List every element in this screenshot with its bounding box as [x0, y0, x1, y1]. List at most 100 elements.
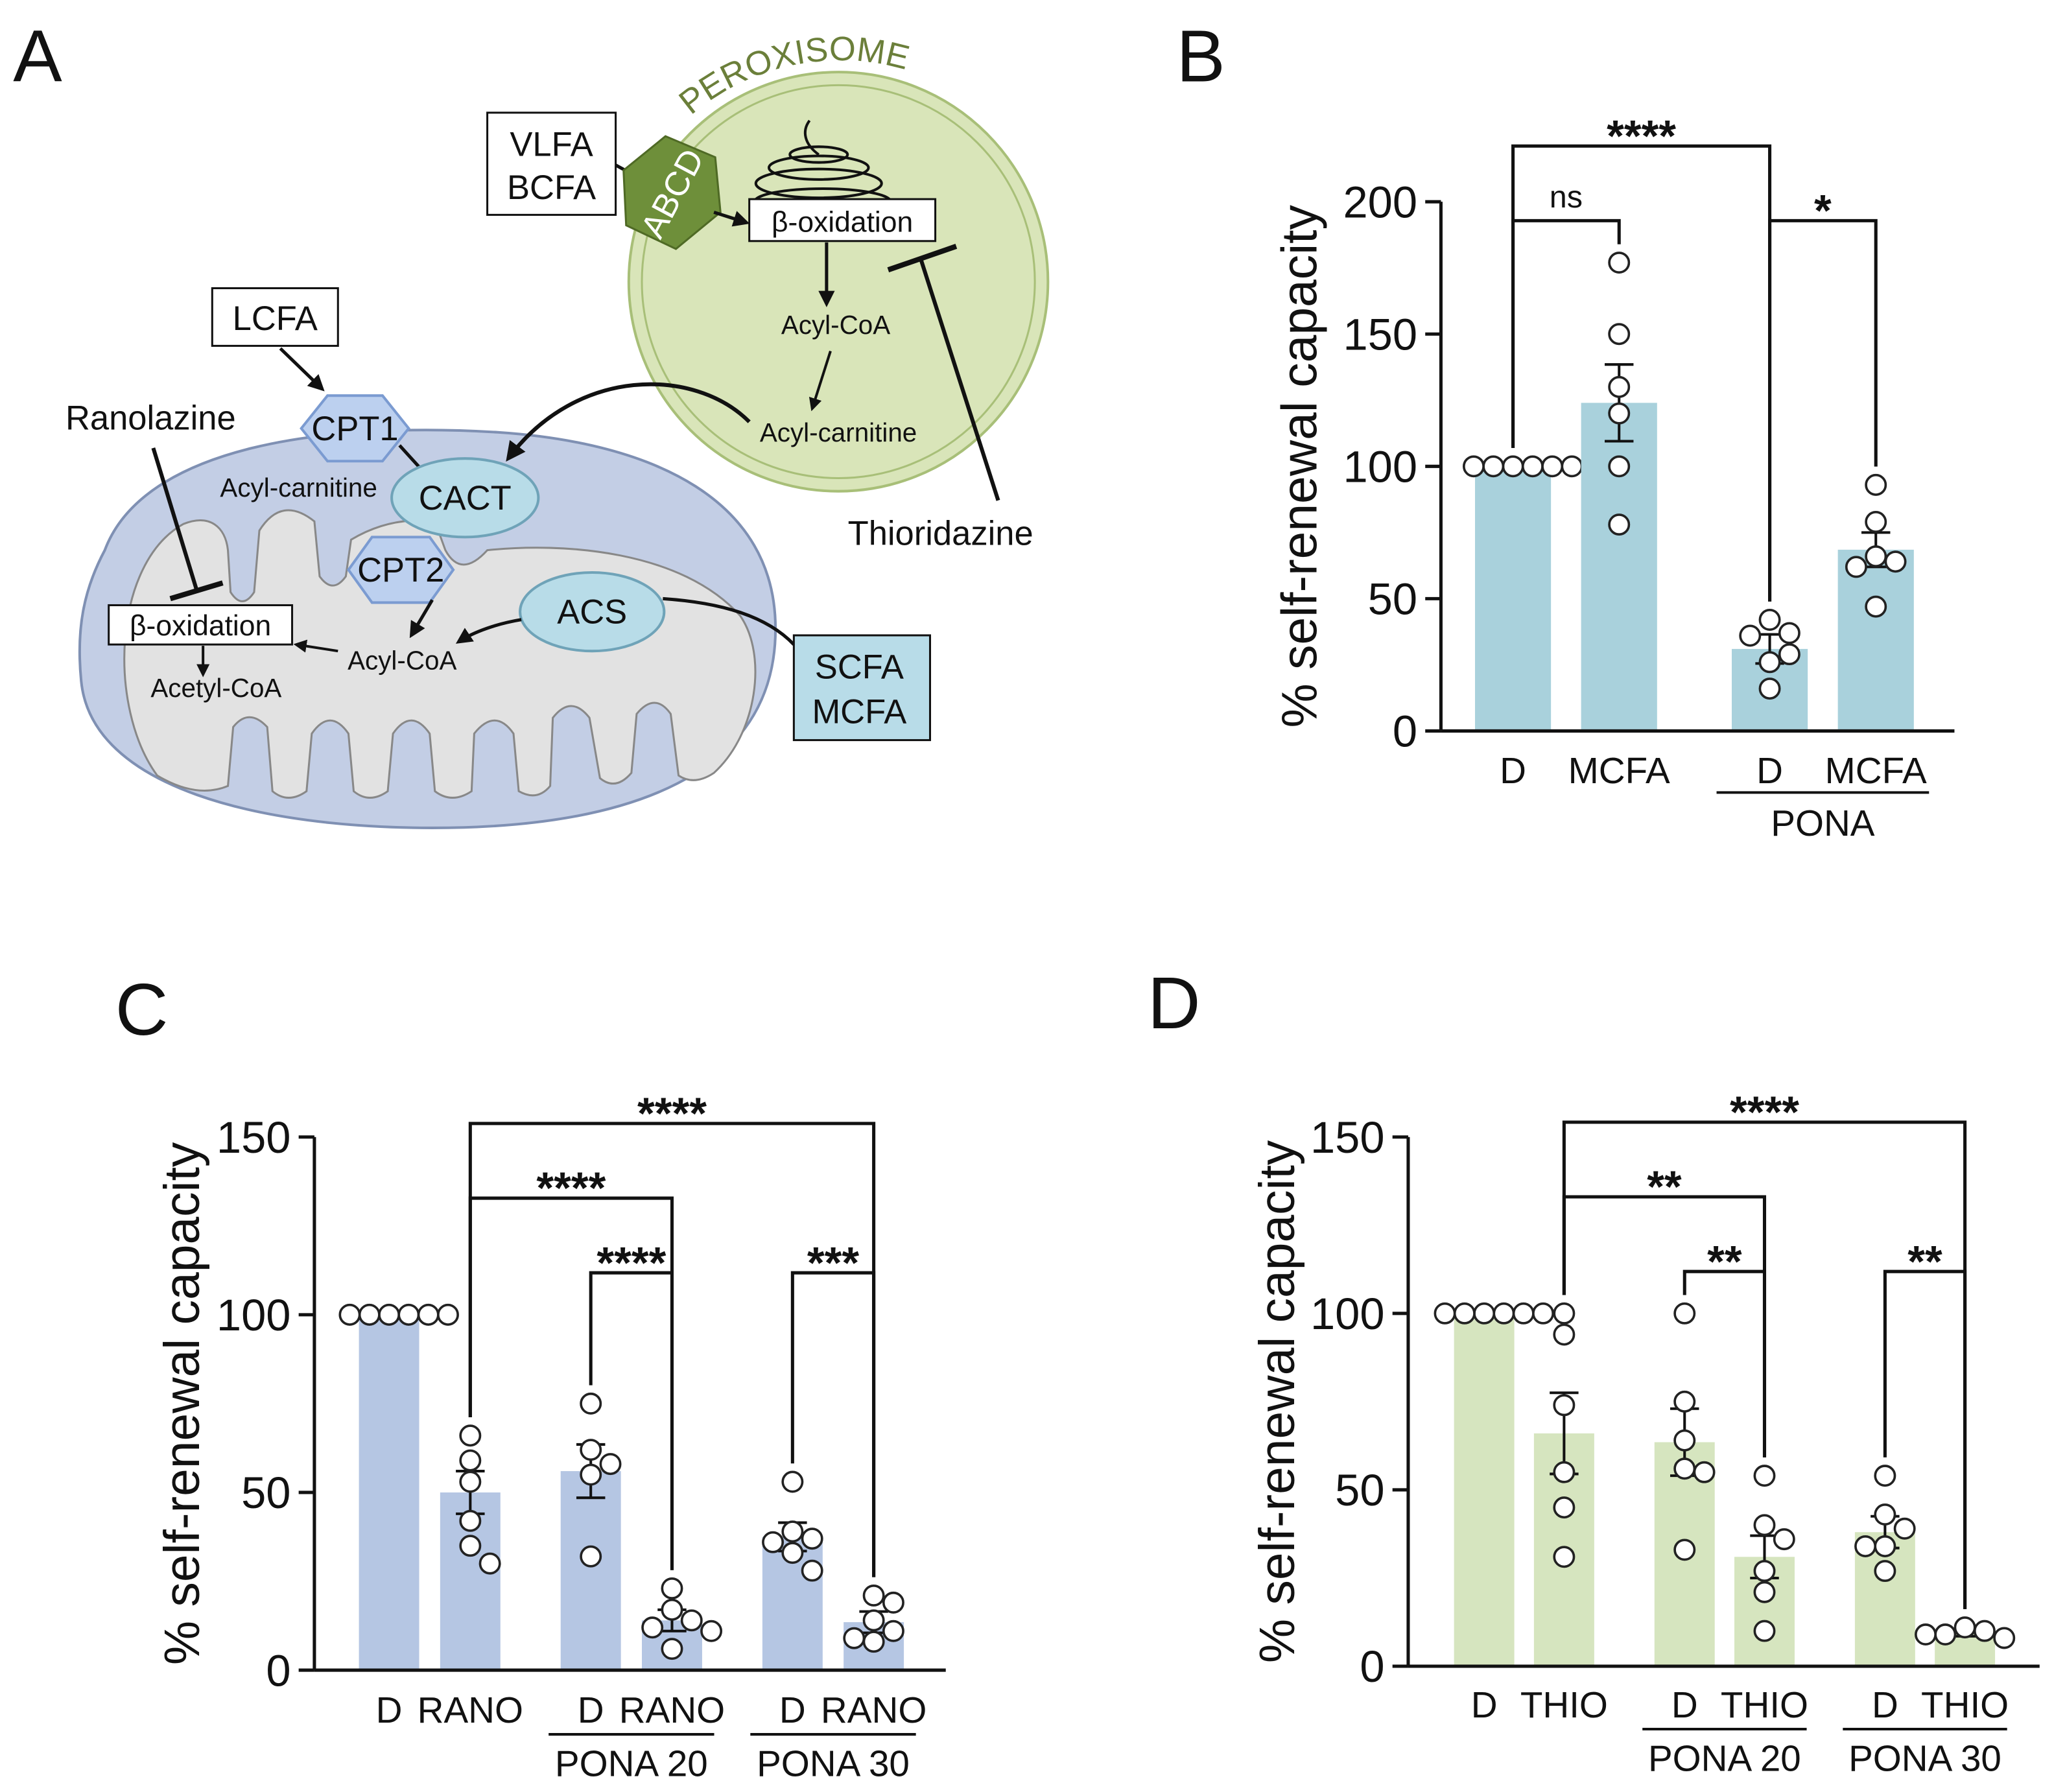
data-point [781, 1470, 804, 1493]
bar [560, 1471, 621, 1671]
data-point [1561, 455, 1583, 478]
y-tick-label: 0 [1393, 707, 1417, 757]
mcfa-label: MCFA [812, 692, 906, 731]
lcfa-label: LCFA [233, 300, 318, 338]
acs-label: ACS [557, 593, 627, 631]
data-point [862, 1584, 885, 1607]
significance-label: **** [1607, 111, 1676, 161]
x-tick-label: D [1671, 1684, 1698, 1725]
arrow [293, 639, 338, 653]
cact-label: CACT [419, 479, 512, 517]
data-point [862, 1609, 885, 1632]
x-tick-label: MCFA [1825, 750, 1927, 791]
data-point [1521, 455, 1544, 478]
data-point [862, 1631, 885, 1653]
peroxisome-outer [627, 71, 1050, 493]
significance-label: * [1814, 185, 1832, 235]
x-tick-label: THIO [1520, 1684, 1608, 1725]
data-point [1874, 1465, 1896, 1487]
data-point [1758, 651, 1781, 674]
y-tick-label: 150 [1343, 309, 1417, 359]
data-point [1553, 1394, 1576, 1417]
data-point [762, 1531, 785, 1553]
data-point [661, 1598, 683, 1621]
data-point [1673, 1429, 1696, 1452]
data-point [1673, 1539, 1696, 1561]
data-point [1884, 550, 1907, 573]
bar [1837, 549, 1914, 731]
bar [1474, 466, 1552, 731]
y-tick-label: 100 [1310, 1289, 1385, 1339]
thioridazine-label: Thioridazine [848, 515, 1033, 553]
x-tick-label: D [1471, 1684, 1498, 1725]
group-label: PONA 30 [1848, 1738, 2001, 1779]
y-tick-label: 50 [241, 1468, 290, 1518]
significance-bracket [1682, 1269, 1767, 1457]
data-point [1434, 1302, 1456, 1325]
significance-label: **** [1730, 1087, 1799, 1137]
data-point [1753, 1560, 1776, 1583]
data-point [1553, 1496, 1576, 1519]
data-point [417, 1303, 440, 1326]
perox-beta-box [748, 198, 937, 242]
data-point [1608, 455, 1631, 478]
arrow [809, 350, 832, 412]
data-point [843, 1627, 866, 1649]
data-point [580, 1545, 602, 1568]
significance-bracket [589, 1271, 674, 1570]
data-point [599, 1453, 622, 1476]
significance-label: **** [536, 1163, 606, 1213]
arrow [455, 618, 522, 644]
scfa-label: SCFA [815, 648, 904, 687]
significance-bracket [1768, 218, 1878, 602]
y-tick-label: 0 [1360, 1642, 1384, 1692]
data-point [1778, 622, 1800, 644]
data-point [437, 1303, 459, 1326]
data-point [801, 1527, 823, 1550]
data-point [1512, 1302, 1535, 1325]
cpt2-label: CPT2 [357, 551, 444, 589]
data-point [1453, 1302, 1476, 1325]
significance-label: **** [637, 1089, 707, 1138]
data-point [1874, 1535, 1896, 1557]
data-point [1753, 1581, 1776, 1603]
vlfa-label: VLFA [510, 125, 593, 163]
group-label: PONA 30 [757, 1743, 910, 1784]
bar [359, 1314, 419, 1671]
y-tick-label: 200 [1343, 177, 1417, 227]
data-point [680, 1609, 703, 1632]
data-point [1753, 1514, 1776, 1537]
data-point [781, 1520, 804, 1543]
panel-letter: B [1176, 15, 1225, 97]
data-point [1482, 455, 1505, 478]
data-point [1753, 1465, 1776, 1487]
mito-beta-box [108, 604, 294, 646]
data-point [1934, 1623, 1957, 1645]
bar [1581, 403, 1657, 731]
cpt1 [300, 394, 410, 463]
cpt2 [346, 536, 455, 604]
data-point [882, 1591, 904, 1614]
x-tick-label: D [1872, 1684, 1898, 1725]
significance-bracket [1883, 1269, 1967, 1609]
lipid-coil [753, 119, 892, 217]
data-point [1541, 455, 1564, 478]
data-point [1773, 1528, 1795, 1551]
x-tick-label: THIO [1921, 1684, 2009, 1725]
y-axis-label: % self-renewal capacity [1273, 205, 1328, 728]
data-point [1845, 556, 1867, 578]
data-point [1993, 1627, 2016, 1649]
arrow [409, 599, 434, 639]
connector [663, 596, 796, 646]
inhibitor-line [151, 447, 198, 591]
data-point [1673, 1302, 1696, 1325]
data-point [1778, 643, 1800, 666]
significance-label: ** [1707, 1236, 1742, 1286]
y-tick-label: 0 [266, 1645, 290, 1695]
data-point [1758, 678, 1781, 700]
data-point [882, 1620, 904, 1642]
significance-bracket [790, 1271, 876, 1577]
data-point [1502, 455, 1524, 478]
